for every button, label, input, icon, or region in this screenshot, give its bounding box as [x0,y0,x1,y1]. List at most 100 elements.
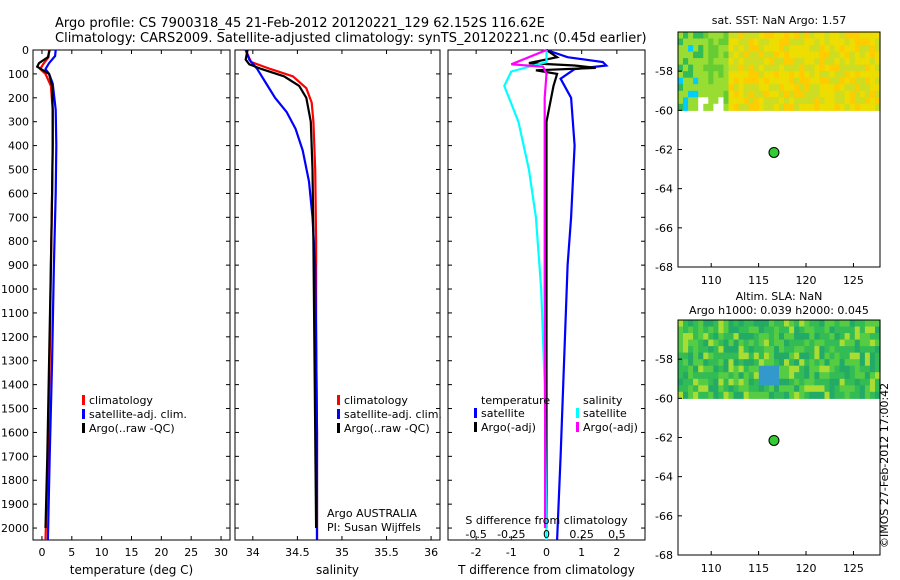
field-cell [854,38,861,46]
field-cell [698,58,704,66]
field-cell [819,365,825,373]
field-cell [743,64,750,72]
field-cell [774,391,780,399]
field-cell [728,333,735,341]
field-cell [829,51,836,59]
field-cell [763,64,770,72]
field-cell [718,90,724,98]
field-cell [748,58,755,66]
field-cell [693,333,699,341]
field-cell [869,51,876,59]
field-cell [849,32,856,40]
salinity-series-1 [244,49,319,540]
field-cell [753,103,760,111]
field-cell [733,365,740,373]
field-cell [728,103,735,111]
field-cell [829,58,836,66]
field-cell [804,346,810,354]
field-cell [799,71,805,79]
field-cell [718,365,724,373]
field-cell [819,372,825,380]
field-cell [698,38,704,46]
field-cell [839,84,846,92]
field-cell [875,71,881,79]
temperature-panel: 0100200300400500600700800900100011001200… [1,44,231,577]
field-cell [693,38,699,46]
field-cell [839,58,846,66]
legend-entry: satellite-adj. clim. [344,408,442,421]
field-cell [829,391,836,399]
field-cell [829,45,836,53]
field-cell [693,339,699,347]
field-cell [743,77,750,85]
field-cell [799,38,805,46]
field-cell [844,32,851,40]
field-cell [819,64,825,72]
field-cell [875,32,881,40]
field-cell [758,64,765,72]
depth-tick-label: 1300 [1,355,29,368]
field-cell [829,352,836,360]
field-cell [708,378,714,386]
field-cell [728,64,735,72]
field-cell [728,97,735,105]
field-cell [859,38,866,46]
salinity-series-2 [244,49,318,529]
field-cell [693,64,699,72]
field-cell [768,320,775,328]
sla_map-field [678,320,881,399]
field-cell [728,365,735,373]
field-cell [768,90,775,98]
field-cell [748,339,755,347]
field-cell [718,84,724,92]
field-cell [743,391,750,399]
field-cell [839,346,846,354]
field-cell [748,333,755,341]
field-cell [814,77,820,85]
field-cell [849,352,856,360]
field-cell [834,84,841,92]
field-cell [728,359,735,367]
legend-entry: Argo(-adj) [583,421,638,434]
field-cell [753,84,760,92]
field-cell [723,326,730,334]
field-cell [768,45,775,53]
field-cell [758,32,765,40]
field-cell [763,103,770,111]
field-cell [799,84,805,92]
field-cell [774,385,780,393]
field-cell [703,45,709,53]
field-cell [733,58,740,66]
field-cell [758,365,765,373]
field-cell [834,32,841,40]
field-cell [834,71,841,79]
field-cell [819,346,825,354]
field-cell [844,45,851,53]
field-cell [768,359,775,367]
difference-series-1 [528,49,596,528]
field-cell [804,352,810,360]
field-cell [824,38,831,46]
field-cell [814,391,820,399]
field-cell [758,97,765,105]
lat-tick-label: -68 [655,549,673,562]
field-cell [824,32,831,40]
field-cell [748,90,755,98]
field-cell [869,385,876,393]
lon-tick-label: 115 [748,274,769,287]
salinity-axes-frame [234,49,441,541]
field-cell [728,84,735,92]
field-cell [789,38,795,46]
field-cell [864,378,871,386]
field-cell [678,58,684,66]
field-cell [854,326,861,334]
field-cell [728,378,735,386]
field-cell [763,58,770,66]
field-cell [683,326,689,334]
field-cell [839,352,846,360]
legend-entry: satellite-adj. clim. [89,408,187,421]
field-cell [683,333,689,341]
field-cell [824,346,831,354]
field-cell [839,38,846,46]
